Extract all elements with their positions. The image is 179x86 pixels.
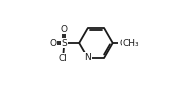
Text: Cl: Cl [59,54,68,63]
Text: S: S [61,39,67,47]
Text: O: O [119,39,126,47]
Text: N: N [84,53,91,62]
Text: O: O [49,39,56,47]
Text: O: O [61,25,68,34]
Text: CH₃: CH₃ [122,39,139,47]
